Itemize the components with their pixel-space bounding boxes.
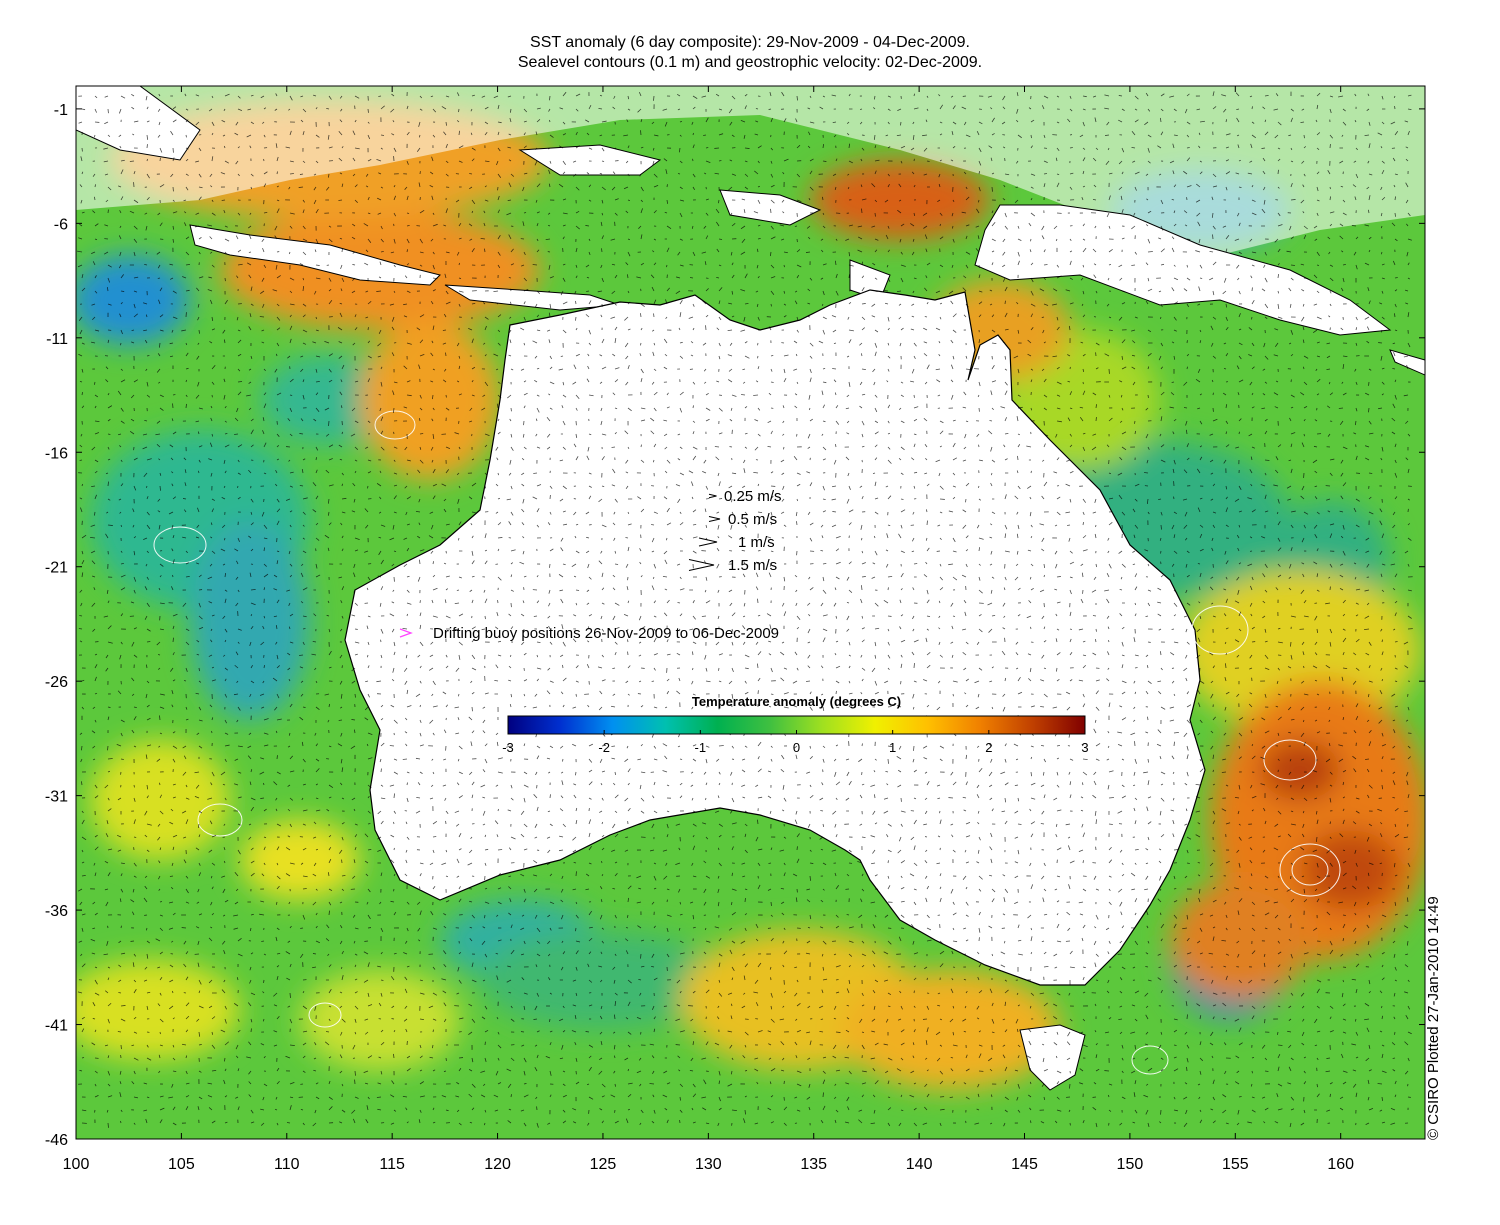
velocity-legend-arrow [698,537,718,547]
x-tick-label: 110 [274,1156,300,1173]
colorbar-title: Temperature anomaly (degrees C) [691,694,902,709]
x-tick-label: 105 [168,1156,195,1173]
cloud-masked-region [76,86,1425,260]
y-tick-label: -1 [54,102,68,119]
velocity-legend-arrow [708,493,717,499]
map-title-line-2: Sealevel contours (0.1 m) and geostrophi… [517,54,983,71]
buoy-chevron-icon [399,628,413,638]
map-frame [75,85,1426,1140]
y-axis: -1-6-11-16-21-26-31-36-41-46 [45,102,1425,1149]
y-tick-label: -26 [45,674,68,691]
y-tick-label: -16 [45,445,68,462]
indonesia-landmass [76,86,891,311]
credit-text: © CSIRO Plotted 27-Jan-2010 14:49 [1425,896,1442,1140]
tasmania-landmass [1019,1024,1086,1091]
x-tick-label: 115 [379,1156,405,1173]
velocity-legend-arrow [708,516,721,522]
map-title-line-1: SST anomaly (6 day composite): 29-Nov-20… [530,34,970,51]
new-guinea-landmass [974,204,1392,336]
colorbar-tick-label: 0 [793,740,800,755]
y-tick-label: -31 [45,789,68,806]
x-tick-label: 130 [695,1156,722,1173]
velocity-legend [688,493,721,571]
australia-landmass [344,289,1206,986]
y-tick-label: -41 [45,1018,68,1035]
buoy-legend-label: Drifting buoy positions 26-Nov-2009 to 0… [433,625,780,642]
y-tick-label: -21 [45,560,68,577]
y-tick-label: -46 [45,1132,68,1149]
colorbar-tick-label: 2 [985,740,992,755]
x-tick-label: 145 [1011,1156,1038,1173]
colorbar-tick-label: 3 [1081,740,1088,755]
island-landmass [1389,349,1425,376]
velocity-legend-arrow [688,559,715,571]
colorbar-tick-label: -3 [502,740,514,755]
x-tick-label: 160 [1327,1156,1354,1173]
sealevel-contours [153,410,1341,1075]
velocity-legend-label-1: 1 m/s [738,534,775,551]
x-tick-label: 140 [906,1156,933,1173]
x-axis: 100 105 110 115 120 125 130 135 140 145 150 155 160 [63,86,1354,1173]
colorbar-tick-label: -1 [695,740,707,755]
colorbar-ticks: -3 -2 -1 0 1 2 3 [502,730,1089,755]
y-tick-label: -36 [45,903,68,920]
x-tick-label: 120 [484,1156,511,1173]
geostrophic-velocity-vectors [77,91,1413,1128]
x-tick-label: 155 [1222,1156,1249,1173]
x-tick-label: 100 [63,1156,90,1173]
y-tick-label: -11 [46,331,68,348]
colorbar-tick-label: -2 [598,740,610,755]
velocity-legend-label-025: 0.25 m/s [724,488,782,505]
x-tick-label: 125 [590,1156,617,1173]
map-area [76,86,1425,1139]
colorbar-tick-label: 1 [889,740,896,755]
velocity-legend-label-05: 0.5 m/s [728,511,778,528]
y-tick-label: -6 [54,216,68,233]
x-tick-label: 135 [800,1156,827,1173]
velocity-legend-label-15: 1.5 m/s [728,557,778,574]
x-tick-label: 150 [1117,1156,1144,1173]
